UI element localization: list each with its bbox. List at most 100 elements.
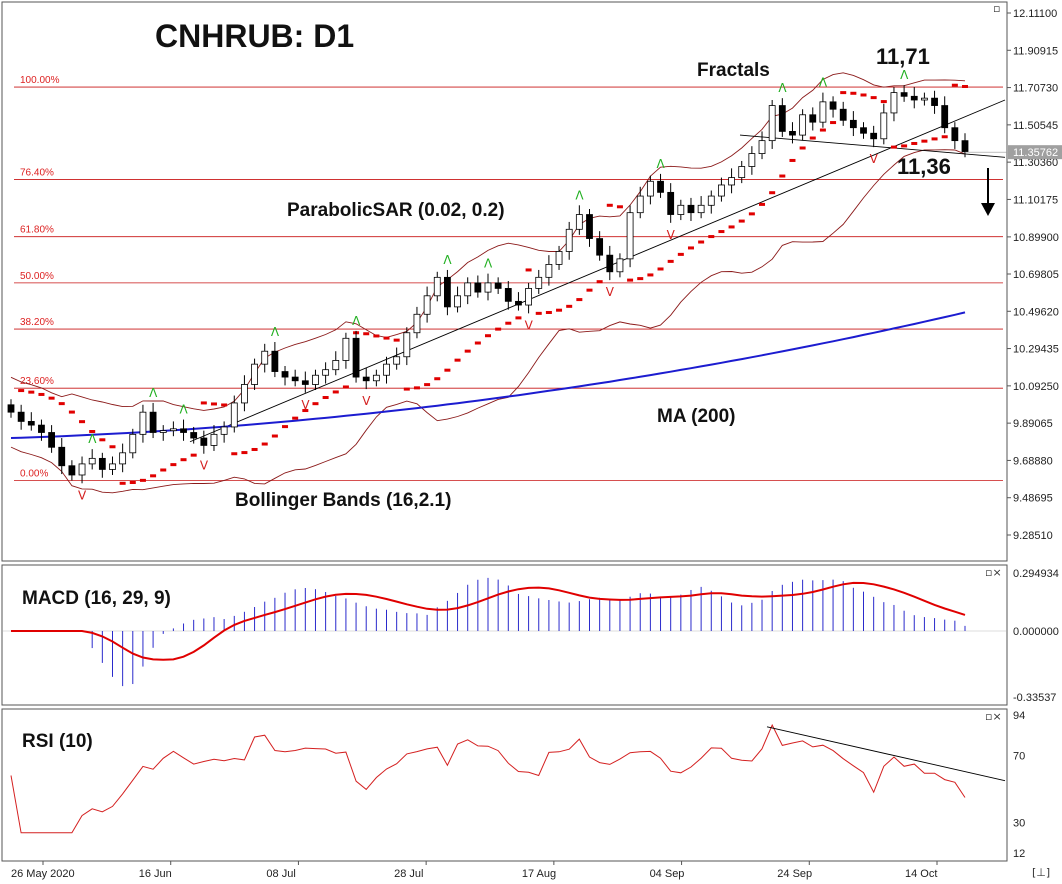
sar-dot xyxy=(261,442,268,446)
candle xyxy=(261,350,269,365)
sar-dot xyxy=(251,447,258,451)
sar-dot xyxy=(566,304,573,308)
sar-dot xyxy=(38,392,45,396)
candle xyxy=(819,101,827,123)
main-window-button[interactable]: ▫ xyxy=(993,2,1000,15)
candle xyxy=(281,371,289,378)
current-price-tag xyxy=(1008,145,1062,160)
price-tick-label: 11.90915 xyxy=(1013,45,1058,57)
candle xyxy=(78,463,86,476)
candle xyxy=(941,105,949,129)
rsi-tick-label: 30 xyxy=(1013,818,1025,830)
candle xyxy=(68,465,76,476)
fractal-up: Λ xyxy=(819,76,828,90)
candle xyxy=(697,204,705,214)
candle xyxy=(809,114,817,123)
candle xyxy=(657,180,664,193)
sar-dot xyxy=(129,481,136,485)
sar-dot xyxy=(495,327,502,331)
sar-dot xyxy=(292,416,299,420)
price-axis: 12.11100 11.90915 11.70730 11.50545 11.30360… xyxy=(965,8,1062,542)
candle xyxy=(38,424,45,433)
parabolic-sar xyxy=(18,83,968,485)
candle xyxy=(829,101,837,110)
sar-dot xyxy=(687,246,694,250)
sar-dot xyxy=(819,128,826,132)
sar-dot xyxy=(627,278,634,282)
sar-dot xyxy=(830,121,837,125)
sar-dot xyxy=(657,267,664,271)
macd-label: MACD (16, 29, 9) xyxy=(22,588,171,609)
fractal-down: V xyxy=(606,285,615,299)
sar-dot xyxy=(545,310,552,314)
rsi-line xyxy=(10,723,966,834)
fractal-up: Λ xyxy=(271,325,280,339)
sar-dot xyxy=(150,474,157,478)
chart-title: CNHRUB: D1 xyxy=(155,18,354,54)
sar-dot xyxy=(556,308,563,312)
macd-tick-label: 0.294934 xyxy=(1013,568,1059,580)
parabolic-sar-label: ParabolicSAR (0.02, 0.2) xyxy=(287,200,505,221)
fib-label: 38.20% xyxy=(20,317,54,328)
sar-dot xyxy=(403,387,410,391)
sar-dot xyxy=(698,240,705,244)
candle xyxy=(362,376,370,382)
candle xyxy=(7,404,15,413)
candle xyxy=(575,214,583,230)
fractal-up: Λ xyxy=(352,314,361,328)
sar-dot xyxy=(373,334,380,338)
price-tick-label: 11.10175 xyxy=(1013,194,1058,206)
main-panel xyxy=(1,1,1008,562)
price-tick-label: 9.48695 xyxy=(1013,493,1053,505)
candle xyxy=(515,300,522,306)
corner-button[interactable]: [⊥] xyxy=(1032,866,1050,879)
sar-dot xyxy=(413,386,420,390)
neckline xyxy=(739,134,1006,158)
sar-dot xyxy=(444,368,451,372)
candle xyxy=(586,214,593,239)
fractal-up: Λ xyxy=(180,403,189,417)
rsi-window-buttons[interactable]: ▫× xyxy=(985,710,1002,723)
fractals-label: Fractals xyxy=(697,60,770,81)
candle xyxy=(870,132,878,140)
sar-dot xyxy=(170,463,177,467)
price-tick-label: 10.69805 xyxy=(1013,269,1059,281)
macd-tick-label: 0.000000 xyxy=(1013,626,1059,638)
fractal-down: V xyxy=(301,398,310,412)
candle xyxy=(545,264,553,278)
sar-dot xyxy=(779,174,786,178)
candle xyxy=(149,411,157,433)
candle xyxy=(707,195,715,206)
sar-dot xyxy=(799,146,806,150)
candle xyxy=(494,282,502,289)
sar-dot xyxy=(200,401,207,405)
sar-dot xyxy=(616,205,623,209)
candle xyxy=(220,426,228,435)
sar-dot xyxy=(139,478,146,482)
fib-label: 76.40% xyxy=(20,167,54,178)
candle xyxy=(444,276,451,308)
macd-window-buttons[interactable]: ▫× xyxy=(985,566,1002,579)
sar-dot xyxy=(901,144,908,148)
candle xyxy=(728,177,735,186)
candle xyxy=(687,204,695,214)
candle xyxy=(900,92,908,97)
candle xyxy=(271,350,279,372)
candle xyxy=(535,276,543,289)
sar-dot xyxy=(322,396,329,400)
candle xyxy=(48,432,55,448)
sar-dot xyxy=(474,341,481,345)
macd-signal-line xyxy=(11,581,966,661)
rsi-label: RSI (10) xyxy=(22,731,93,752)
price-tick-label: 10.89900 xyxy=(1013,232,1059,244)
sar-dot xyxy=(931,137,938,141)
price-tick-label: 11.50545 xyxy=(1013,120,1058,132)
current-price-label: 11.35762 xyxy=(1013,147,1058,159)
macd-indicator: 0.294934 0.000000 -0.33537 xyxy=(3,568,1059,704)
sar-dot xyxy=(759,202,766,206)
sar-dot xyxy=(728,225,735,229)
candle xyxy=(312,374,319,385)
candle xyxy=(646,180,654,197)
sar-dot xyxy=(962,85,968,89)
